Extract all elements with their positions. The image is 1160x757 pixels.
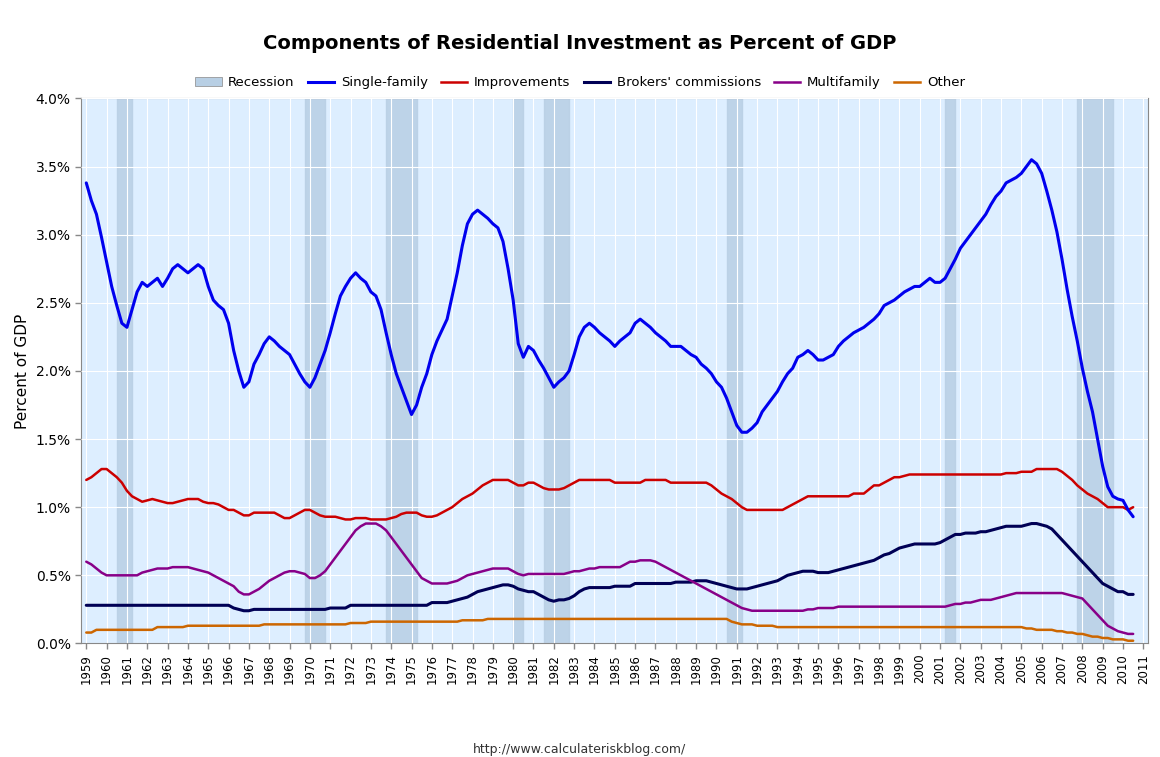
Text: Components of Residential Investment as Percent of GDP: Components of Residential Investment as …	[263, 34, 897, 53]
Line: Improvements: Improvements	[86, 469, 1133, 519]
Other	[877, 622, 891, 631]
Bar	[1078, 98, 1112, 643]
Multifamily	[745, 606, 759, 615]
Bar	[945, 98, 956, 643]
Improvements	[95, 465, 109, 474]
Brokers' commissions	[374, 601, 387, 610]
Improvements	[883, 475, 897, 484]
Multifamily	[79, 557, 93, 566]
Bar	[544, 98, 570, 643]
Text: http://www.calculateriskblog.com/: http://www.calculateriskblog.com/	[473, 743, 687, 756]
Bar	[305, 98, 325, 643]
Bar	[386, 98, 416, 643]
Brokers' commissions	[1056, 535, 1070, 544]
Improvements	[1056, 467, 1070, 476]
Other	[745, 620, 759, 629]
Multifamily	[1050, 588, 1064, 597]
Other	[943, 622, 957, 631]
Single-family	[369, 291, 383, 301]
Multifamily	[943, 601, 957, 610]
Line: Brokers' commissions: Brokers' commissions	[86, 524, 1133, 611]
Improvements	[79, 475, 93, 484]
Other	[1126, 636, 1140, 645]
Improvements	[964, 470, 978, 479]
Other	[958, 622, 972, 631]
Single-family	[740, 428, 754, 437]
Brokers' commissions	[943, 533, 957, 542]
Brokers' commissions	[1024, 519, 1038, 528]
Other	[79, 628, 93, 637]
Bar	[513, 98, 523, 643]
Line: Single-family: Single-family	[86, 160, 1133, 517]
Y-axis label: Percent of GDP: Percent of GDP	[15, 313, 30, 428]
Multifamily	[1126, 629, 1140, 638]
Line: Other: Other	[86, 619, 1133, 640]
Legend: Recession, Single-family, Improvements, Brokers' commissions, Multifamily, Other: Recession, Single-family, Improvements, …	[190, 71, 970, 95]
Brokers' commissions	[877, 550, 891, 559]
Multifamily	[358, 519, 372, 528]
Improvements	[1126, 503, 1140, 512]
Improvements	[339, 515, 353, 524]
Multifamily	[877, 602, 891, 611]
Bar	[726, 98, 742, 643]
Brokers' commissions	[745, 583, 759, 592]
Brokers' commissions	[79, 601, 93, 610]
Brokers' commissions	[1126, 590, 1140, 599]
Single-family	[79, 179, 93, 188]
Single-family	[938, 274, 952, 283]
Improvements	[949, 470, 963, 479]
Multifamily	[958, 598, 972, 607]
Other	[1121, 636, 1134, 645]
Bar	[117, 98, 132, 643]
Other	[480, 615, 494, 624]
Multifamily	[1121, 629, 1134, 638]
Single-family	[954, 244, 967, 253]
Brokers' commissions	[958, 528, 972, 537]
Multifamily	[374, 522, 387, 531]
Line: Multifamily: Multifamily	[86, 524, 1133, 634]
Brokers' commissions	[237, 606, 251, 615]
Single-family	[1050, 227, 1064, 236]
Other	[1050, 627, 1064, 636]
Single-family	[872, 309, 886, 318]
Single-family	[1024, 155, 1038, 164]
Other	[369, 617, 383, 626]
Single-family	[1126, 512, 1140, 522]
Improvements	[379, 515, 393, 524]
Improvements	[751, 506, 764, 515]
